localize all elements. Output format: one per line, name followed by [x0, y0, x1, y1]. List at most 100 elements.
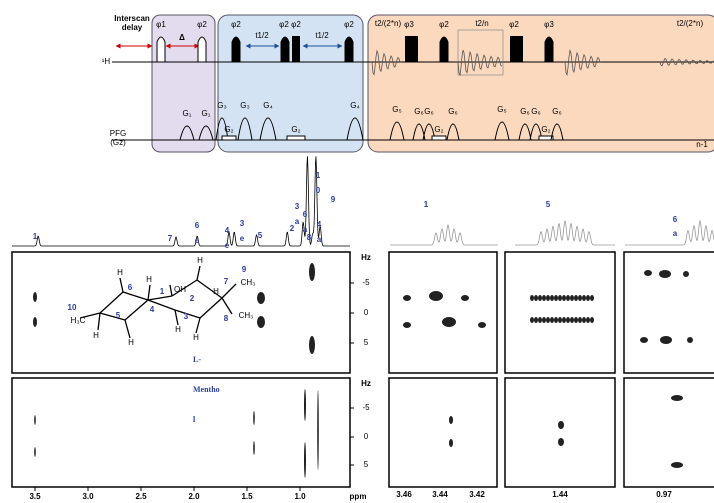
cross-peak: [478, 322, 486, 328]
delay-label: t2/(2*n): [375, 19, 402, 28]
panel: [389, 252, 497, 373]
gradient: [222, 136, 236, 140]
peak-label: 6: [303, 210, 308, 219]
atom-label: H: [197, 256, 203, 265]
atom-label: 5: [116, 311, 121, 320]
zoom-tick: 1.44: [552, 490, 568, 499]
hard-pulse: [405, 36, 418, 62]
peak-label: 0: [316, 186, 321, 195]
selective-pulse: [440, 37, 448, 62]
cross-peak: [253, 441, 255, 455]
phase-label: φ2: [509, 20, 519, 29]
gradient-label: G₁: [202, 109, 211, 118]
peak-label: 8: [307, 233, 312, 242]
gradient-label: G₂: [434, 125, 443, 134]
atom-label: 7: [224, 277, 229, 286]
gradient-label: G₄: [263, 101, 273, 110]
cross-peak: [530, 295, 534, 301]
cross-peak: [683, 271, 689, 277]
cross-peak: [566, 317, 570, 323]
cross-peak: [33, 292, 37, 302]
phase-label: φ2: [279, 20, 289, 29]
panel: [505, 252, 615, 373]
ppm-tick: 3.5: [29, 492, 41, 501]
cross-peak: [586, 295, 590, 301]
cross-peak: [34, 415, 36, 425]
hz-unit: Hz: [361, 253, 371, 262]
phase-label: φ2: [197, 20, 207, 29]
gradient-label: G₆: [424, 107, 433, 116]
multiplet-label: a: [673, 229, 678, 238]
cross-peak: [309, 263, 315, 281]
cross-peak: [461, 295, 469, 301]
cross-peak: [554, 295, 558, 301]
cross-peak: [253, 411, 255, 425]
atom-label: H: [146, 275, 152, 284]
ppm-tick: 3.0: [82, 492, 94, 501]
cross-peak: [442, 317, 456, 327]
atom-label: 6: [128, 283, 133, 292]
cross-peak: [558, 295, 562, 301]
cross-peak: [586, 317, 590, 323]
cross-peak: [659, 270, 671, 278]
phase-label: φ2: [291, 20, 301, 29]
peak-label: 3: [240, 219, 245, 228]
peak-label: 3: [295, 202, 300, 211]
cross-peak: [309, 336, 315, 354]
cross-peak: [538, 317, 542, 323]
peak-label: 4: [317, 220, 322, 229]
cross-peak: [530, 317, 534, 323]
cross-peak: [578, 295, 582, 301]
multiplet: [390, 225, 498, 245]
atom-label: H: [175, 325, 181, 334]
multiplet: [515, 221, 615, 245]
peak-label: 1: [316, 171, 321, 180]
cross-peak: [554, 317, 558, 323]
peak-label: a: [317, 235, 322, 244]
gradient-label: G₅: [392, 105, 401, 114]
atom-label: CH₃: [239, 311, 254, 320]
atom-label: H: [93, 331, 99, 340]
loop-label: n-1: [696, 140, 708, 149]
pfg-label: (Gz): [110, 138, 126, 147]
peak-label: 1: [33, 232, 38, 241]
peak-label: e: [240, 234, 245, 243]
spectrum-1d: [12, 156, 350, 246]
cross-peak: [304, 389, 306, 421]
nucleus-label: ¹H: [102, 57, 111, 66]
ppm-tick: 1.5: [241, 492, 253, 501]
figure: InterscandelayΔ¹HPFG(Gz)φ1φ2φ2φ2φ2φ2φ3φ2…: [0, 0, 714, 503]
panel: [389, 378, 497, 487]
gradient: [432, 136, 446, 140]
cross-peak: [574, 295, 578, 301]
peak-label: 4: [225, 226, 230, 235]
atom-label: 4: [150, 305, 155, 314]
selective-pulse: [198, 37, 206, 62]
gradient-label: G₆: [414, 107, 423, 116]
gradient-label: G₂: [291, 125, 300, 134]
panel: [505, 378, 615, 487]
cross-peak: [317, 390, 319, 470]
gradient-label: G₆: [531, 107, 540, 116]
atom-label: H: [128, 338, 134, 347]
multiplet: [625, 221, 714, 245]
cross-peak: [570, 295, 574, 301]
delay-label: t1/2: [255, 31, 269, 40]
selective-pulse: [232, 37, 240, 62]
multiplet-label: 5: [546, 200, 551, 209]
cross-peak: [34, 447, 36, 457]
ppm-tick: 2.5: [135, 492, 147, 501]
atom-label: H: [213, 287, 219, 296]
phase-label: φ2: [231, 20, 241, 29]
gradient-label: G₆: [520, 107, 529, 116]
cross-peak: [534, 317, 538, 323]
pfg-label: PFG: [110, 129, 126, 138]
cross-peak: [590, 317, 594, 323]
peak-label: 9: [331, 195, 336, 204]
zoom-tick: 3.44: [432, 490, 448, 499]
atom-label: 9: [242, 265, 247, 274]
atom-label: 1: [160, 287, 165, 296]
cross-peak: [429, 291, 443, 301]
cross-peak: [558, 421, 564, 429]
cross-peak: [562, 317, 566, 323]
